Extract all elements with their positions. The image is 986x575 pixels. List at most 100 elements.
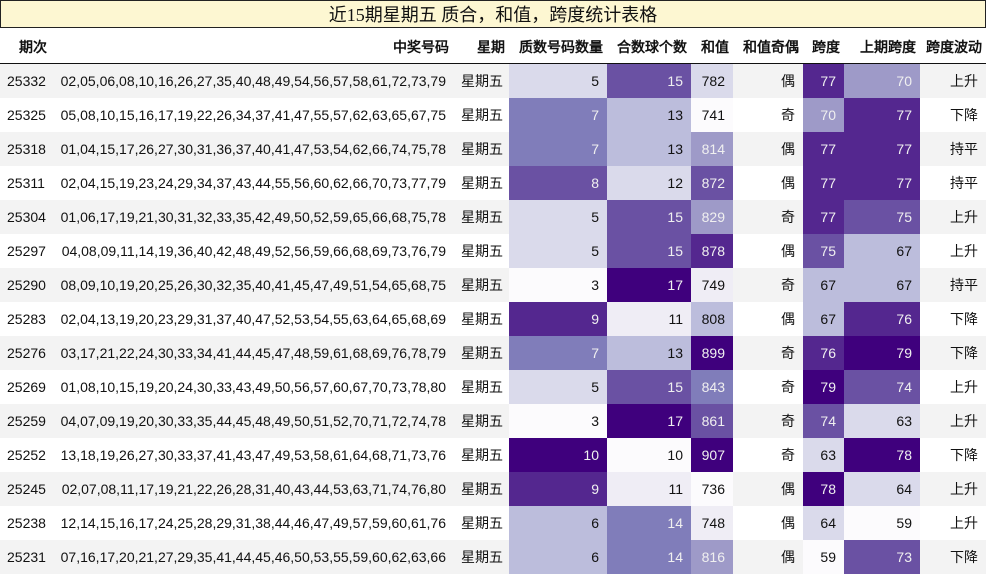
table-row[interactable]: 25252 13,18,19,26,27,30,33,37,41,43,47,49… bbox=[0, 438, 986, 472]
period-cell: 25290 bbox=[0, 268, 56, 302]
composites-cell: 11 bbox=[607, 472, 691, 506]
parity-cell: 奇 bbox=[733, 370, 803, 404]
period-cell: 25332 bbox=[0, 63, 56, 98]
composites-cell: 13 bbox=[607, 336, 691, 370]
span-cell: 63 bbox=[803, 438, 844, 472]
numbers-cell: 02,04,15,19,23,24,29,34,37,43,44,55,56,6… bbox=[56, 166, 453, 200]
table-row[interactable]: 25259 04,07,09,19,20,30,33,35,44,45,48,49… bbox=[0, 404, 986, 438]
table-row[interactable]: 25245 02,07,08,11,17,19,21,22,26,28,31,40… bbox=[0, 472, 986, 506]
composites-cell: 15 bbox=[607, 234, 691, 268]
composites-cell: 17 bbox=[607, 268, 691, 302]
sum-cell: 736 bbox=[691, 472, 733, 506]
prev-span-cell: 67 bbox=[844, 268, 920, 302]
header-composites[interactable]: 合数球个数 bbox=[607, 30, 691, 64]
primes-cell: 3 bbox=[509, 404, 607, 438]
composites-cell: 14 bbox=[607, 506, 691, 540]
prev-span-cell: 63 bbox=[844, 404, 920, 438]
parity-cell: 偶 bbox=[733, 472, 803, 506]
prev-span-cell: 78 bbox=[844, 438, 920, 472]
header-parity[interactable]: 和值奇偶 bbox=[733, 30, 803, 64]
table-row[interactable]: 25332 02,05,06,08,10,16,26,27,35,40,48,49… bbox=[0, 63, 986, 98]
span-cell: 76 bbox=[803, 336, 844, 370]
wave-cell: 持平 bbox=[920, 132, 986, 166]
sum-cell: 741 bbox=[691, 98, 733, 132]
parity-cell: 奇 bbox=[733, 438, 803, 472]
span-cell: 78 bbox=[803, 472, 844, 506]
span-cell: 77 bbox=[803, 166, 844, 200]
table-title: 近15期星期五 质合，和值，跨度统计表格 bbox=[0, 0, 986, 28]
prev-span-cell: 64 bbox=[844, 472, 920, 506]
parity-cell: 奇 bbox=[733, 404, 803, 438]
table-body: 25332 02,05,06,08,10,16,26,27,35,40,48,49… bbox=[0, 63, 986, 574]
header-day[interactable]: 星期 bbox=[453, 30, 509, 64]
table-row[interactable]: 25290 08,09,10,19,20,25,26,30,32,35,40,41… bbox=[0, 268, 986, 302]
parity-cell: 奇 bbox=[733, 336, 803, 370]
numbers-cell: 02,04,13,19,20,23,29,31,37,40,47,52,53,5… bbox=[56, 302, 453, 336]
primes-cell: 5 bbox=[509, 370, 607, 404]
wave-cell: 上升 bbox=[920, 370, 986, 404]
day-cell: 星期五 bbox=[453, 506, 509, 540]
day-cell: 星期五 bbox=[453, 438, 509, 472]
period-cell: 25245 bbox=[0, 472, 56, 506]
composites-cell: 17 bbox=[607, 404, 691, 438]
table-row[interactable]: 25325 05,08,10,15,16,17,19,22,26,34,37,41… bbox=[0, 98, 986, 132]
day-cell: 星期五 bbox=[453, 302, 509, 336]
parity-cell: 偶 bbox=[733, 540, 803, 574]
header-wave[interactable]: 跨度波动 bbox=[920, 30, 986, 64]
day-cell: 星期五 bbox=[453, 336, 509, 370]
span-cell: 64 bbox=[803, 506, 844, 540]
composites-cell: 13 bbox=[607, 132, 691, 166]
composites-cell: 13 bbox=[607, 98, 691, 132]
table-row[interactable]: 25276 03,17,21,22,24,30,33,34,41,44,45,47… bbox=[0, 336, 986, 370]
prev-span-cell: 67 bbox=[844, 234, 920, 268]
sum-cell: 816 bbox=[691, 540, 733, 574]
composites-cell: 15 bbox=[607, 200, 691, 234]
composites-cell: 12 bbox=[607, 166, 691, 200]
span-cell: 70 bbox=[803, 98, 844, 132]
primes-cell: 3 bbox=[509, 268, 607, 302]
primes-cell: 9 bbox=[509, 472, 607, 506]
numbers-cell: 01,04,15,17,26,27,30,31,36,37,40,41,47,5… bbox=[56, 132, 453, 166]
header-span[interactable]: 跨度 bbox=[803, 30, 844, 64]
primes-cell: 7 bbox=[509, 336, 607, 370]
header-prev-span[interactable]: 上期跨度 bbox=[844, 30, 920, 64]
header-period[interactable]: 期次 bbox=[0, 30, 56, 64]
table-row[interactable]: 25283 02,04,13,19,20,23,29,31,37,40,47,52… bbox=[0, 302, 986, 336]
day-cell: 星期五 bbox=[453, 404, 509, 438]
period-cell: 25252 bbox=[0, 438, 56, 472]
primes-cell: 7 bbox=[509, 132, 607, 166]
period-cell: 25276 bbox=[0, 336, 56, 370]
header-sum[interactable]: 和值 bbox=[691, 30, 733, 64]
table-row[interactable]: 25231 07,16,17,20,21,27,29,35,41,44,45,46… bbox=[0, 540, 986, 574]
numbers-cell: 04,07,09,19,20,30,33,35,44,45,48,49,50,5… bbox=[56, 404, 453, 438]
period-cell: 25318 bbox=[0, 132, 56, 166]
sum-cell: 749 bbox=[691, 268, 733, 302]
table-row[interactable]: 25311 02,04,15,19,23,24,29,34,37,43,44,55… bbox=[0, 166, 986, 200]
table-row[interactable]: 25304 01,06,17,19,21,30,31,32,33,35,42,49… bbox=[0, 200, 986, 234]
numbers-cell: 13,18,19,26,27,30,33,37,41,43,47,49,53,5… bbox=[56, 438, 453, 472]
table-row[interactable]: 25318 01,04,15,17,26,27,30,31,36,37,40,41… bbox=[0, 132, 986, 166]
wave-cell: 下降 bbox=[920, 540, 986, 574]
day-cell: 星期五 bbox=[453, 132, 509, 166]
span-cell: 74 bbox=[803, 404, 844, 438]
day-cell: 星期五 bbox=[453, 370, 509, 404]
primes-cell: 9 bbox=[509, 302, 607, 336]
wave-cell: 下降 bbox=[920, 336, 986, 370]
numbers-cell: 02,05,06,08,10,16,26,27,35,40,48,49,54,5… bbox=[56, 63, 453, 98]
prev-span-cell: 59 bbox=[844, 506, 920, 540]
numbers-cell: 03,17,21,22,24,30,33,34,41,44,45,47,48,5… bbox=[56, 336, 453, 370]
numbers-cell: 07,16,17,20,21,27,29,35,41,44,45,46,50,5… bbox=[56, 540, 453, 574]
sum-cell: 808 bbox=[691, 302, 733, 336]
day-cell: 星期五 bbox=[453, 98, 509, 132]
table-row[interactable]: 25238 12,14,15,16,17,24,25,28,29,31,38,44… bbox=[0, 506, 986, 540]
sum-cell: 872 bbox=[691, 166, 733, 200]
header-row: 期次 中奖号码 星期 质数号码数量 合数球个数 和值 和值奇偶 跨度 上期跨度 … bbox=[0, 30, 986, 64]
table-row[interactable]: 25269 01,08,10,15,19,20,24,30,33,43,49,50… bbox=[0, 370, 986, 404]
wave-cell: 持平 bbox=[920, 268, 986, 302]
wave-cell: 上升 bbox=[920, 63, 986, 98]
table-row[interactable]: 25297 04,08,09,11,14,19,36,40,42,48,49,52… bbox=[0, 234, 986, 268]
wave-cell: 上升 bbox=[920, 472, 986, 506]
header-primes[interactable]: 质数号码数量 bbox=[509, 30, 607, 64]
header-numbers[interactable]: 中奖号码 bbox=[56, 30, 453, 64]
parity-cell: 奇 bbox=[733, 200, 803, 234]
